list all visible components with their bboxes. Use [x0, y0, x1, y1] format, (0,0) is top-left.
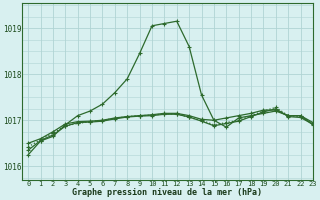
- X-axis label: Graphe pression niveau de la mer (hPa): Graphe pression niveau de la mer (hPa): [72, 188, 262, 197]
